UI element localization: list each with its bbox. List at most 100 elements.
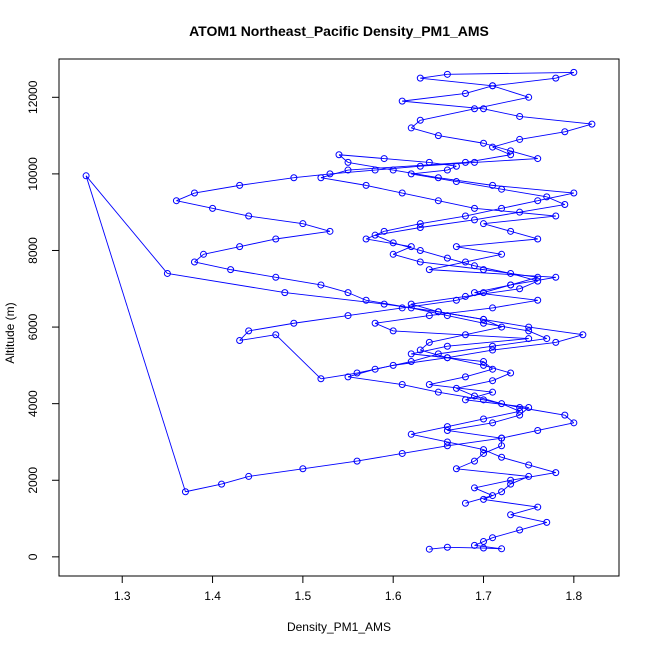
series-segment bbox=[293, 315, 349, 324]
data-point bbox=[534, 296, 542, 304]
data-point bbox=[498, 442, 506, 450]
series-segment bbox=[167, 273, 285, 294]
series-segment bbox=[284, 292, 385, 305]
series-segment bbox=[465, 399, 529, 408]
series-segment bbox=[510, 276, 538, 286]
data-point bbox=[480, 446, 488, 454]
series-segment bbox=[492, 299, 538, 309]
series-segment bbox=[447, 338, 529, 347]
data-point bbox=[416, 74, 424, 82]
data-point bbox=[461, 396, 469, 404]
data-point bbox=[507, 147, 515, 155]
series-segment bbox=[474, 541, 484, 546]
data-point bbox=[181, 488, 189, 496]
series-segment bbox=[429, 261, 466, 271]
data-point bbox=[461, 158, 469, 166]
series-segment bbox=[411, 169, 448, 175]
data-point bbox=[461, 373, 469, 381]
series-segment bbox=[528, 326, 583, 336]
data-point bbox=[498, 488, 506, 496]
series-segment bbox=[510, 230, 538, 240]
data-point bbox=[543, 335, 551, 343]
series-segment bbox=[338, 154, 349, 163]
data-point bbox=[534, 503, 542, 511]
series-segment bbox=[85, 175, 186, 492]
data-point bbox=[245, 327, 253, 335]
data-point bbox=[470, 105, 478, 113]
series-segment bbox=[474, 453, 484, 462]
data-point bbox=[507, 281, 515, 289]
data-point bbox=[434, 388, 442, 396]
series-segment bbox=[474, 265, 511, 274]
series-segment bbox=[356, 364, 394, 374]
series-segment bbox=[347, 376, 403, 385]
series-segment bbox=[447, 422, 493, 431]
series-segment bbox=[456, 238, 538, 248]
series-segment bbox=[366, 238, 412, 248]
series-segment bbox=[492, 85, 529, 98]
data-point bbox=[470, 392, 478, 400]
data-point bbox=[525, 461, 533, 469]
series-segment bbox=[429, 334, 466, 343]
data-point bbox=[525, 93, 533, 101]
data-point bbox=[371, 166, 379, 174]
data-point bbox=[480, 289, 488, 297]
data-point bbox=[407, 358, 415, 366]
series-segment bbox=[85, 175, 168, 274]
data-point bbox=[498, 323, 506, 331]
data-point bbox=[344, 289, 352, 297]
data-point bbox=[425, 312, 433, 320]
data-point bbox=[299, 465, 307, 473]
data-point bbox=[516, 407, 524, 415]
data-point bbox=[570, 189, 578, 197]
data-point bbox=[200, 250, 208, 258]
y-tick-label: 0 bbox=[26, 553, 40, 560]
data-point bbox=[443, 254, 451, 262]
series-segment bbox=[483, 223, 511, 232]
series-segment bbox=[248, 215, 303, 225]
series-segment bbox=[194, 253, 204, 263]
series-segment bbox=[519, 204, 565, 213]
series-segment bbox=[483, 108, 520, 117]
data-point bbox=[489, 346, 497, 354]
series-segment bbox=[402, 445, 448, 454]
data-point bbox=[579, 331, 587, 339]
data-point bbox=[480, 315, 488, 323]
data-point bbox=[516, 403, 524, 411]
data-point bbox=[461, 331, 469, 339]
series-segment bbox=[483, 364, 511, 374]
series-segment bbox=[356, 453, 403, 462]
data-point bbox=[489, 342, 497, 350]
data-point bbox=[272, 273, 280, 281]
data-point bbox=[443, 423, 451, 431]
series-segment bbox=[275, 230, 331, 240]
series-segment bbox=[411, 426, 448, 435]
data-point bbox=[470, 541, 478, 549]
data-point bbox=[507, 476, 515, 484]
data-point bbox=[362, 181, 370, 189]
data-point bbox=[452, 243, 460, 251]
series-segment bbox=[438, 391, 484, 401]
data-point bbox=[443, 312, 451, 320]
data-point bbox=[434, 132, 442, 140]
data-point bbox=[480, 319, 488, 327]
series-segment bbox=[384, 223, 421, 232]
data-point bbox=[434, 174, 442, 182]
series-segment bbox=[447, 430, 502, 439]
series-segment bbox=[194, 261, 231, 271]
data-point bbox=[480, 449, 488, 457]
data-point bbox=[552, 469, 560, 477]
data-point bbox=[452, 465, 460, 473]
series-segment bbox=[420, 108, 475, 121]
data-point bbox=[443, 442, 451, 450]
series-segment bbox=[248, 322, 294, 332]
series-segment bbox=[492, 338, 547, 347]
data-point bbox=[371, 365, 379, 373]
data-point bbox=[470, 204, 478, 212]
series-segment bbox=[393, 242, 421, 251]
data-point bbox=[236, 243, 244, 251]
series-segment bbox=[519, 521, 547, 531]
data-point bbox=[425, 381, 433, 389]
